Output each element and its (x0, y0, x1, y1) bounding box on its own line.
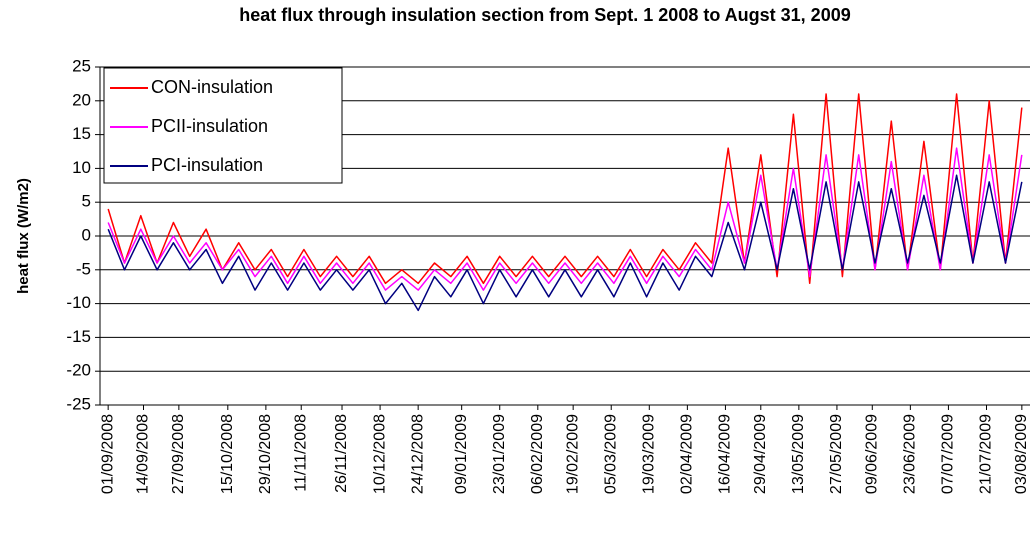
y-tick-label: 5 (82, 192, 91, 211)
x-tick-label: 14/09/2008 (135, 414, 152, 494)
legend-label: PCI-insulation (151, 155, 263, 175)
x-tick-label: 10/12/2008 (371, 414, 388, 494)
y-tick-label: -15 (66, 327, 91, 346)
x-tick-label: 24/12/2008 (409, 414, 426, 494)
x-tick-label: 21/07/2009 (978, 414, 995, 494)
x-tick-label: 06/02/2009 (529, 414, 546, 494)
x-tick-label: 09/06/2009 (863, 414, 880, 494)
x-tick-label: 29/10/2008 (257, 414, 274, 494)
x-tick-label: 27/09/2008 (170, 414, 187, 494)
x-tick-label: 05/03/2009 (602, 414, 619, 494)
y-tick-label: 15 (72, 124, 91, 143)
x-tick-label: 19/02/2009 (564, 414, 581, 494)
x-tick-label: 19/03/2009 (641, 414, 658, 494)
x-tick-label: 09/01/2009 (453, 414, 470, 494)
y-tick-label: -5 (76, 259, 91, 278)
x-tick-label: 11/11/2008 (292, 414, 309, 492)
x-tick-label: 01/09/2008 (99, 414, 116, 494)
x-tick-label: 02/04/2009 (679, 414, 696, 494)
chart-title: heat flux through insulation section fro… (239, 5, 851, 25)
y-tick-label: -10 (66, 293, 91, 312)
series-line (107, 93, 1023, 285)
x-tick-label: 26/11/2008 (333, 414, 350, 493)
x-tick-label: 07/07/2009 (940, 414, 957, 494)
x-tick-label: 29/04/2009 (752, 414, 769, 494)
x-tick-label: 27/05/2009 (828, 414, 845, 494)
y-tick-label: -20 (66, 361, 91, 380)
series-line (107, 147, 1023, 291)
x-tick-label: 03/08/2009 (1013, 414, 1030, 494)
x-tick-label: 23/01/2009 (491, 414, 508, 494)
y-axis-label: heat flux (W/m2) (15, 178, 32, 294)
series-line (107, 174, 1023, 312)
legend-label: CON-insulation (151, 77, 273, 97)
x-tick-label: 13/05/2009 (790, 414, 807, 494)
y-tick-label: 25 (72, 56, 91, 75)
x-tick-label: 15/10/2008 (219, 414, 236, 494)
x-tick-label: 23/06/2009 (902, 414, 919, 494)
y-tick-label: 0 (82, 225, 91, 244)
legend-label: PCII-insulation (151, 116, 268, 136)
y-tick-label: -25 (66, 394, 91, 413)
y-tick-label: 20 (72, 90, 91, 109)
x-tick-label: 16/04/2009 (717, 414, 734, 494)
y-tick-label: 10 (72, 158, 91, 177)
